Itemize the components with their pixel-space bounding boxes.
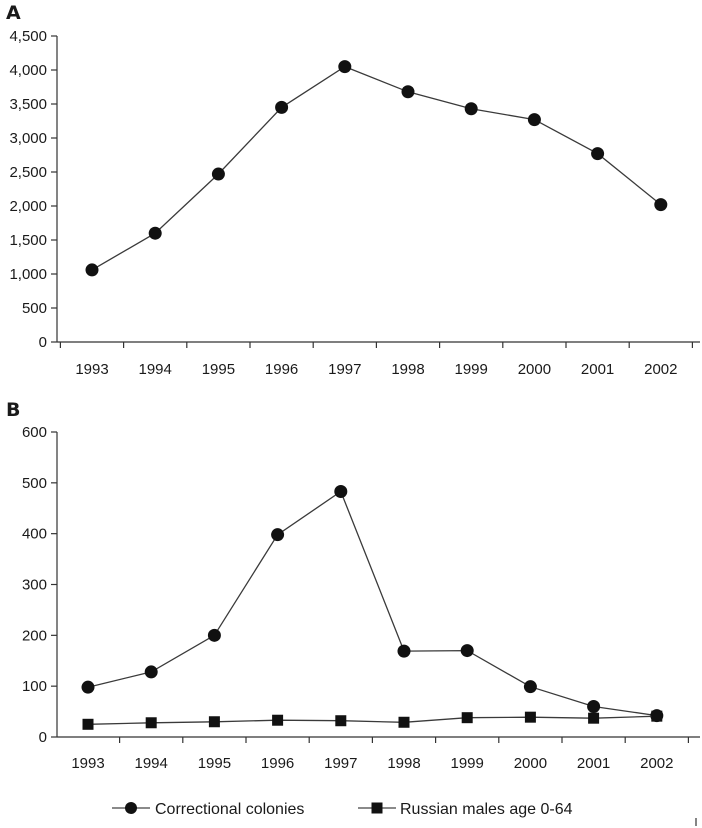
legend-circle-marker [125, 802, 137, 814]
data-point-russian-males-age-0-64 [208, 716, 220, 728]
x-tick-label: 1999 [451, 755, 484, 772]
data-point-russian-males-age-0-64 [272, 714, 284, 726]
x-tick-label: 2002 [644, 361, 677, 378]
y-tick-label: 3,000 [9, 130, 47, 147]
panel-a-x-ticks: 1993 1994 1995 1996 1997 1998 1999 2000 2001 2002 [59, 342, 694, 378]
x-tick-label: 2000 [514, 755, 547, 772]
x-tick-label: 2000 [518, 361, 551, 378]
y-tick-label: 500 [22, 300, 47, 317]
legend-item-correctional-colonies: Correctional colonies [112, 801, 304, 818]
data-point-russian-males-age-0-64 [145, 717, 157, 729]
y-tick-label: 1,000 [9, 266, 47, 283]
y-tick-label: 600 [22, 424, 47, 441]
data-point-correctional-colonies [271, 528, 285, 542]
x-tick-label: 1997 [328, 361, 361, 378]
y-tick-label: 100 [22, 678, 47, 695]
data-point-series-1 [338, 60, 352, 74]
panel-b-letter: B [6, 399, 20, 421]
x-tick-label: 1994 [135, 755, 168, 772]
x-tick-label: 1994 [139, 361, 172, 378]
data-point-russian-males-age-0-64 [651, 710, 663, 722]
series-line-series-1 [91, 65, 662, 271]
panel-a-chart: A 0 500 1,000 1,500 2,000 2,500 3,000 3,500 4,00… [6, 2, 700, 378]
y-tick-label: 0 [39, 334, 47, 351]
data-point-series-1 [85, 263, 99, 277]
x-tick-label: 1997 [324, 755, 357, 772]
data-point-series-1 [211, 167, 225, 181]
data-point-series-1 [527, 113, 541, 127]
data-point-russian-males-age-0-64 [82, 718, 94, 730]
y-tick-label: 3,500 [9, 96, 47, 113]
data-point-russian-males-age-0-64 [398, 716, 410, 728]
data-point-russian-males-age-0-64 [461, 712, 473, 724]
legend-label-russian-males: Russian males age 0-64 [400, 801, 573, 818]
legend-item-russian-males: Russian males age 0-64 [358, 801, 573, 818]
legend-label-correctional-colonies: Correctional colonies [155, 801, 304, 818]
data-point-correctional-colonies [334, 484, 348, 498]
x-tick-label: 1996 [261, 755, 294, 772]
data-point-russian-males-age-0-64 [335, 715, 347, 727]
x-tick-label: 1996 [265, 361, 298, 378]
legend: Correctional colonies Russian males age … [112, 801, 573, 818]
data-point-russian-males-age-0-64 [588, 712, 600, 724]
data-point-series-1 [591, 147, 605, 161]
series-line-russian-males-age-0-64 [87, 715, 657, 725]
y-tick-label: 500 [22, 475, 47, 492]
data-point-series-1 [275, 100, 289, 114]
y-tick-label: 4,500 [9, 28, 47, 45]
x-tick-label: 1998 [391, 361, 424, 378]
data-point-correctional-colonies [207, 628, 221, 642]
x-tick-label: 1995 [202, 361, 235, 378]
legend-square-marker [371, 802, 383, 814]
data-point-correctional-colonies [397, 644, 411, 658]
data-point-series-1 [654, 198, 668, 212]
y-tick-label: 2,000 [9, 198, 47, 215]
data-point-russian-males-age-0-64 [524, 711, 536, 723]
x-tick-label: 2001 [581, 361, 614, 378]
x-tick-label: 1993 [75, 361, 108, 378]
data-point-correctional-colonies [144, 665, 158, 679]
data-point-correctional-colonies [460, 644, 474, 658]
data-point-series-1 [464, 102, 478, 116]
panel-a-letter: A [6, 2, 21, 24]
y-tick-label: 2,500 [9, 164, 47, 181]
x-tick-label: 1993 [71, 755, 104, 772]
panel-a-y-ticks: 0 500 1,000 1,500 2,000 2,500 3,000 3,500 4,000 4… [9, 28, 57, 351]
data-point-correctional-colonies [587, 700, 601, 713]
panel-b-y-ticks: 0 100 200 300 400 500 600 [22, 424, 57, 746]
x-tick-label: 1995 [198, 755, 231, 772]
y-tick-label: 1,500 [9, 232, 47, 249]
y-tick-label: 4,000 [9, 62, 47, 79]
panel-b-x-ticks: 1993 1994 1995 1996 1997 1998 1999 2000 2001 2002 [71, 737, 690, 772]
data-point-series-1 [148, 226, 162, 240]
y-tick-label: 200 [22, 627, 47, 644]
y-tick-label: 400 [22, 526, 47, 543]
panel-b-series [81, 484, 664, 730]
y-tick-label: 300 [22, 577, 47, 594]
data-point-series-1 [401, 85, 415, 99]
data-point-correctional-colonies [523, 680, 537, 694]
panel-a-series [85, 60, 668, 277]
x-tick-label: 1998 [387, 755, 420, 772]
data-point-correctional-colonies [81, 680, 95, 694]
x-tick-label: 2002 [640, 755, 673, 772]
series-line-correctional-colonies [87, 490, 657, 717]
x-tick-label: 2001 [577, 755, 610, 772]
y-tick-label: 0 [39, 729, 47, 746]
x-tick-label: 1999 [455, 361, 488, 378]
